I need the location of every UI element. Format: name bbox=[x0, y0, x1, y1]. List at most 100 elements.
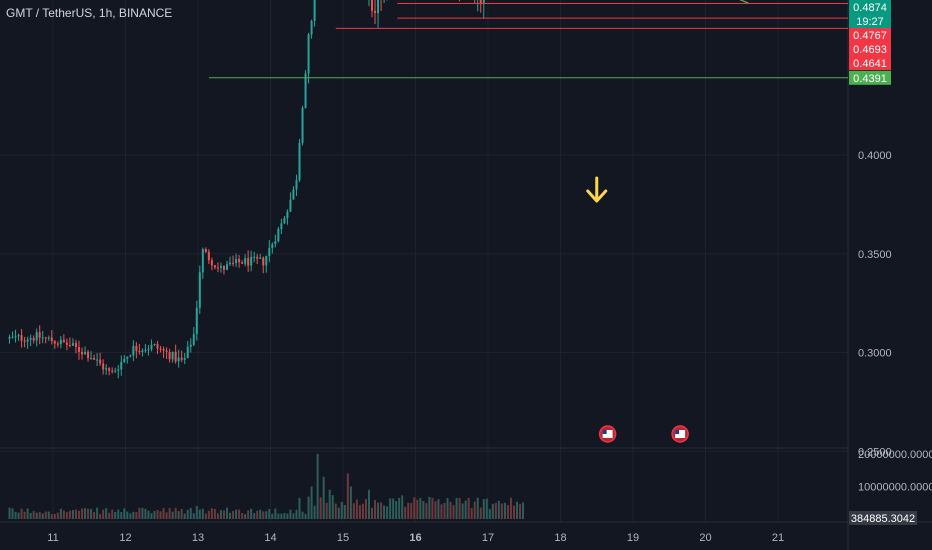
volume-bar bbox=[117, 509, 120, 519]
candle-body bbox=[44, 337, 47, 339]
candle-body bbox=[216, 267, 219, 269]
volume-bar bbox=[401, 495, 404, 519]
candle-body bbox=[265, 255, 268, 266]
volume-bar bbox=[253, 513, 256, 519]
volume-bar bbox=[256, 510, 259, 519]
volume-bar bbox=[195, 506, 198, 519]
volume-bar bbox=[186, 509, 189, 519]
volume-bar bbox=[81, 508, 83, 519]
volume-bar bbox=[29, 513, 32, 519]
candle-body bbox=[50, 337, 53, 342]
volume-bar bbox=[147, 510, 150, 519]
price-tag-label: 0.4391 bbox=[853, 73, 887, 85]
volume-bar bbox=[259, 509, 262, 519]
volume-bar bbox=[44, 511, 47, 519]
volume-bar bbox=[271, 513, 274, 519]
volume-bar bbox=[268, 509, 271, 519]
time-tick-label: 13 bbox=[192, 532, 204, 544]
time-tick-label: 11 bbox=[47, 532, 58, 544]
candle-body bbox=[41, 337, 44, 339]
volume-bar bbox=[38, 512, 41, 519]
volume-bar bbox=[377, 502, 380, 519]
flag-icon-canton bbox=[675, 430, 680, 434]
volume-bar bbox=[65, 512, 68, 519]
candle-body bbox=[141, 350, 144, 352]
symbol-title[interactable]: GMT / TetherUS, 1h, BINANCE bbox=[6, 6, 173, 20]
volume-bar bbox=[99, 514, 102, 519]
volume-bar bbox=[431, 497, 434, 519]
volume-bar bbox=[47, 511, 50, 519]
volume-bar bbox=[349, 486, 352, 519]
volume-bar bbox=[458, 497, 461, 519]
volume-bar bbox=[422, 501, 425, 519]
volume-bar bbox=[229, 512, 232, 519]
down-arrow-icon[interactable] bbox=[586, 176, 608, 203]
volume-bar bbox=[295, 509, 298, 519]
volume-bar bbox=[32, 510, 35, 519]
price-tag-label: 0.4874 bbox=[853, 2, 887, 14]
candle-body bbox=[180, 357, 183, 360]
candle-body bbox=[117, 369, 120, 371]
time-tick-label: 19 bbox=[627, 532, 639, 544]
volume-bar bbox=[129, 513, 132, 519]
candle-body bbox=[195, 307, 198, 335]
volume-bar bbox=[177, 511, 180, 519]
time-tick-label: 16 bbox=[409, 532, 421, 544]
candle-body bbox=[26, 339, 29, 342]
volume-bar bbox=[219, 510, 222, 519]
volume-bar bbox=[247, 510, 250, 519]
volume-tick-label: 20000000.0000 bbox=[858, 449, 932, 461]
candle-body bbox=[35, 332, 38, 341]
volume-bar bbox=[434, 501, 437, 519]
price-tag-bg bbox=[849, 0, 891, 28]
candle-body bbox=[371, 0, 373, 11]
candle-body bbox=[247, 258, 250, 266]
volume-bar bbox=[425, 503, 428, 519]
candle-body bbox=[283, 218, 286, 224]
candle-body bbox=[268, 247, 271, 256]
volume-bar bbox=[343, 504, 346, 519]
drawings[interactable] bbox=[208, 0, 848, 443]
candle-body bbox=[159, 348, 162, 350]
volume-bar bbox=[410, 502, 413, 519]
volume-bar bbox=[162, 508, 165, 519]
candle-body bbox=[219, 266, 222, 268]
candle-body bbox=[292, 189, 295, 200]
candle-body bbox=[235, 258, 238, 264]
volume-bar bbox=[238, 509, 241, 519]
volume-bar bbox=[210, 508, 213, 519]
candle-body bbox=[244, 258, 247, 264]
volume-bar bbox=[283, 512, 286, 519]
time-tick-label: 17 bbox=[482, 532, 494, 544]
volume-tag-label: 384885.3042 bbox=[851, 513, 915, 525]
price-tag-bg bbox=[849, 28, 891, 42]
candle-body bbox=[156, 343, 159, 349]
volume-bar bbox=[392, 498, 395, 519]
volume-bar bbox=[159, 511, 162, 519]
volume-bar bbox=[286, 513, 289, 519]
candle-body bbox=[232, 262, 235, 264]
volume-bar bbox=[74, 509, 77, 519]
candle-body bbox=[114, 370, 117, 372]
volume-bar bbox=[265, 511, 268, 519]
volume-bar bbox=[174, 507, 177, 519]
candle-body bbox=[479, 0, 482, 4]
volume-bar bbox=[404, 506, 407, 519]
candle-body bbox=[162, 349, 165, 351]
candle-body bbox=[65, 342, 68, 345]
volume-bar bbox=[461, 503, 464, 519]
volume-bar bbox=[84, 508, 87, 519]
volume-bar bbox=[334, 503, 337, 519]
volume-bar bbox=[232, 511, 235, 519]
candle-body bbox=[192, 334, 195, 345]
volume-bar bbox=[53, 514, 56, 519]
candle-body bbox=[253, 256, 256, 258]
volume-bar bbox=[470, 508, 473, 519]
volume-bar bbox=[352, 503, 355, 519]
candle-body bbox=[186, 346, 189, 359]
candle-body bbox=[213, 265, 216, 268]
candle-body bbox=[298, 142, 301, 181]
candle-body bbox=[123, 358, 126, 362]
volume-bar bbox=[464, 500, 467, 519]
